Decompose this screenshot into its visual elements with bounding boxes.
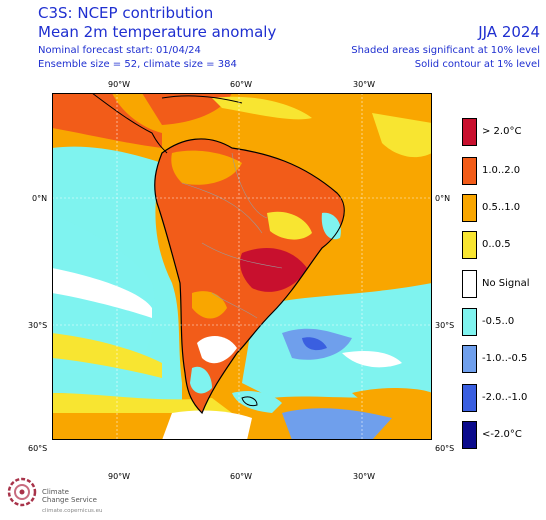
logo-url[interactable]: climate.copernicus.eu [42, 508, 103, 514]
tick-top-90w: 90°W [108, 80, 131, 89]
tick-left-60s: 60°S [28, 444, 48, 453]
tick-top-60w: 60°W [230, 80, 253, 89]
legend-label: No Signal [482, 278, 530, 289]
caribbean-yellow [212, 96, 312, 120]
legend-swatch [462, 118, 477, 146]
strong-warm-core [240, 248, 307, 292]
atlantic-dark-blue-patch [302, 337, 327, 351]
legend-label: -0.5..0 [482, 316, 515, 327]
pacific-yellow-strip [52, 333, 162, 378]
legend-item-neg1-neg0.5: -1.0..-0.5 [462, 345, 542, 375]
central-america-coastline [91, 93, 168, 154]
legend-swatch [462, 345, 477, 373]
andes-orange-2 [192, 291, 227, 319]
north-red-patch [52, 93, 162, 148]
forecast-start-label: Nominal forecast start: 01/04/24 [38, 45, 201, 56]
south-white-patch [162, 410, 252, 440]
legend-swatch [462, 157, 477, 185]
legend-label: -1.0..-0.5 [482, 353, 528, 364]
atlantic-white-patch [342, 351, 402, 368]
falklands-cool [232, 391, 282, 413]
tick-right-0n: 0°N [435, 194, 451, 203]
tick-top-30w: 30°W [353, 80, 376, 89]
tick-bottom-30w: 30°W [353, 472, 376, 481]
pacific-white-strip [52, 268, 152, 318]
tick-left-0n: 0°N [32, 194, 48, 203]
tick-bottom-90w: 90°W [108, 472, 131, 481]
legend-label: -2.0..-1.0 [482, 392, 528, 403]
chart-title: C3S: NCEP contribution [38, 4, 214, 22]
patagonia-white [197, 336, 237, 364]
significance-contour-label: Solid contour at 1% level [414, 59, 540, 70]
tick-right-30s: 30°S [435, 321, 455, 330]
north-red-patch-2 [142, 93, 232, 125]
season-label: JJA 2024 [478, 23, 540, 41]
legend-swatch [462, 308, 477, 336]
patagonia-cool [190, 366, 212, 394]
legend-swatch [462, 421, 477, 449]
legend-label: > 2.0°C [482, 126, 522, 137]
legend-label: 0.5..1.0 [482, 202, 521, 213]
inland-yellow-patch [267, 211, 312, 240]
logo-line-1: Climate [42, 488, 69, 496]
logo-line-2: Change Service [42, 496, 97, 504]
legend-item-neg0.5-0: -0.5..0 [462, 308, 542, 338]
legend-swatch [462, 231, 477, 259]
legend-label: 0..0.5 [482, 239, 511, 250]
graticule [52, 93, 432, 440]
legend-label: <-2.0°C [482, 429, 522, 440]
chart-subtitle: Mean 2m temperature anomaly [38, 23, 277, 41]
legend-item-1-2: 1.0..2.0 [462, 157, 542, 187]
significance-shaded-label: Shaded areas significant at 10% level [351, 45, 540, 56]
legend-item-neg2-neg1: -2.0..-1.0 [462, 384, 542, 414]
tick-left-30s: 30°S [28, 321, 48, 330]
anomaly-map-svg [52, 93, 432, 440]
legend-swatch [462, 270, 477, 298]
legend-item-no-signal: No Signal [462, 270, 542, 300]
map-border [52, 93, 432, 440]
legend-swatch [462, 194, 477, 222]
copernicus-logo[interactable]: Climate Change Service climate.copernicu… [4, 474, 134, 518]
legend-item-gt2: > 2.0°C [462, 118, 542, 148]
legend-swatch [462, 384, 477, 412]
tick-right-60s: 60°S [435, 444, 455, 453]
legend-item-0.5-1: 0.5..1.0 [462, 194, 542, 224]
northeast-cool-patch [321, 212, 341, 240]
c3s-logo-mark-icon [7, 477, 37, 507]
country-borders [181, 152, 283, 319]
atlantic-orange-patch [352, 388, 432, 415]
north-yellow-patch [372, 113, 432, 158]
caribbean-islands-outline [161, 95, 243, 104]
legend-item-lt-neg2: <-2.0°C [462, 421, 542, 451]
legend-item-0-0.5: 0..0.5 [462, 231, 542, 261]
falklands-outline [241, 396, 258, 407]
andes-orange [171, 150, 242, 185]
legend-label: 1.0..2.0 [482, 165, 521, 176]
tick-bottom-60w: 60°W [230, 472, 253, 481]
south-america-coastline [154, 138, 345, 415]
south-atlantic-blue [282, 408, 392, 440]
ensemble-size-label: Ensemble size = 52, climate size = 384 [38, 59, 237, 70]
anomaly-map [52, 93, 432, 440]
